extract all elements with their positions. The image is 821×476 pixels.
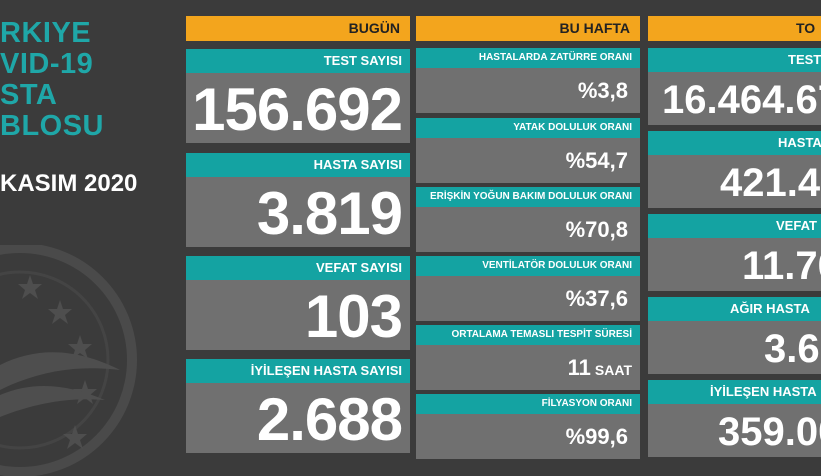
card-value: 11.70 — [648, 238, 821, 291]
card-death-count: VEFAT SAYISI 103 — [186, 256, 410, 350]
card-label: İYİLEŞEN HASTA — [648, 380, 821, 404]
card-value: 421.4 — [648, 155, 821, 208]
card-label: AĞIR HASTA — [648, 297, 821, 321]
card-icu-occupancy: ERİŞKİN YOĞUN BAKIM DOLULUK ORANI %70,8 — [416, 187, 640, 252]
card-total-critical: AĞIR HASTA 3.6 — [648, 297, 821, 374]
header-this-week: BU HAFTA — [416, 16, 640, 41]
report-date: KASIM 2020 — [0, 170, 138, 197]
report-title: RKIYE VID-19 STA BLOSU — [0, 18, 104, 142]
card-test-count: TEST SAYISI 156.692 — [186, 49, 410, 143]
card-value: 11 SAAT — [416, 345, 640, 390]
card-label: ORTALAMA TEMASLI TESPİT SÜRESİ — [416, 325, 640, 345]
value-number: %99,6 — [565, 424, 628, 449]
card-filiation-rate: FİLYASYON ORANI %99,6 — [416, 394, 640, 459]
card-total-patient: HASTA 421.4 — [648, 131, 821, 208]
card-label: FİLYASYON ORANI — [416, 394, 640, 414]
value-number: %3,8 — [577, 78, 628, 103]
card-contact-tracing-time: ORTALAMA TEMASLI TESPİT SÜRESİ 11 SAAT — [416, 325, 640, 390]
card-label: HASTALARDA ZATÜRRE ORANI — [416, 48, 640, 68]
card-value: 16.464.67 — [648, 72, 821, 125]
header-total: TO — [648, 16, 821, 41]
card-total-test: TEST 16.464.67 — [648, 48, 821, 125]
value-number: %54,7 — [565, 148, 628, 173]
card-value: 156.692 — [186, 73, 410, 143]
title-line-1: RKIYE — [0, 17, 92, 49]
card-pneumonia-rate: HASTALARDA ZATÜRRE ORANI %3,8 — [416, 48, 640, 113]
card-label: YATAK DOLULUK ORANI — [416, 118, 640, 138]
card-label: ERİŞKİN YOĞUN BAKIM DOLULUK ORANI — [416, 187, 640, 207]
card-patient-count: HASTA SAYISI 3.819 — [186, 153, 410, 247]
card-value: 3.819 — [186, 177, 410, 247]
card-value: %54,7 — [416, 138, 640, 183]
card-label: HASTA — [648, 131, 821, 155]
card-ventilator-occupancy: VENTİLATÖR DOLULUK ORANI %37,6 — [416, 256, 640, 321]
header-today: BUGÜN — [186, 16, 410, 41]
card-label: VEFAT — [648, 214, 821, 238]
value-number: %37,6 — [565, 286, 628, 311]
card-value: %70,8 — [416, 207, 640, 252]
card-label: TEST SAYISI — [186, 49, 410, 73]
title-line-4: BLOSU — [0, 110, 104, 142]
value-number: 11 — [567, 355, 591, 380]
ministry-emblem-icon — [0, 245, 137, 476]
card-label: TEST — [648, 48, 821, 72]
card-label: VENTİLATÖR DOLULUK ORANI — [416, 256, 640, 276]
title-line-2: VID-19 — [0, 48, 94, 80]
card-bed-occupancy: YATAK DOLULUK ORANI %54,7 — [416, 118, 640, 183]
card-value: %3,8 — [416, 68, 640, 113]
value-number: %70,8 — [565, 217, 628, 242]
value-unit: SAAT — [594, 362, 632, 378]
card-total-recovered: İYİLEŞEN HASTA 359.00 — [648, 380, 821, 457]
card-recovered-count: İYİLEŞEN HASTA SAYISI 2.688 — [186, 359, 410, 453]
card-value: 103 — [186, 280, 410, 350]
title-line-3: STA — [0, 79, 58, 111]
card-value: 3.6 — [648, 321, 821, 374]
card-value: 2.688 — [186, 383, 410, 453]
card-value: %37,6 — [416, 276, 640, 321]
card-value: %99,6 — [416, 414, 640, 459]
card-total-death: VEFAT 11.70 — [648, 214, 821, 291]
card-label: VEFAT SAYISI — [186, 256, 410, 280]
card-value: 359.00 — [648, 404, 821, 457]
card-label: İYİLEŞEN HASTA SAYISI — [186, 359, 410, 383]
card-label: HASTA SAYISI — [186, 153, 410, 177]
